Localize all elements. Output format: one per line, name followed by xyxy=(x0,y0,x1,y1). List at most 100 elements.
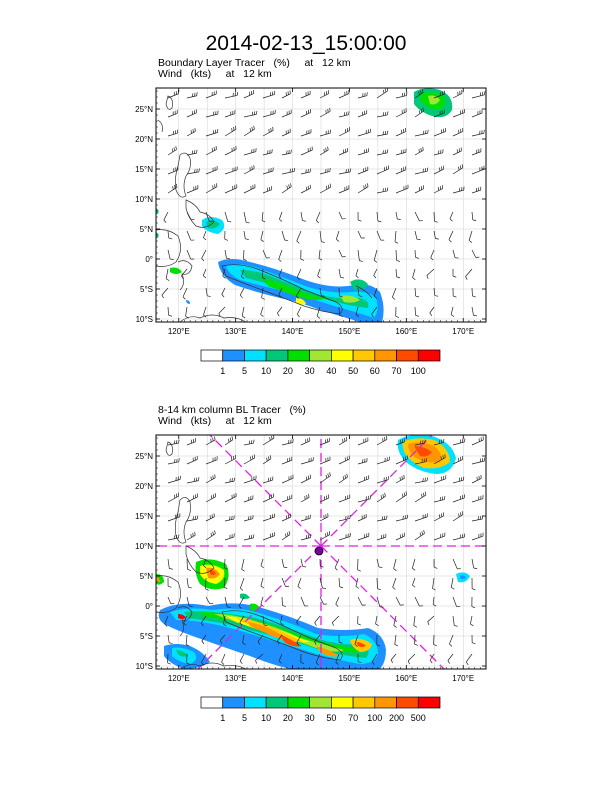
wind-barb-flag xyxy=(355,275,359,279)
wind-barb xyxy=(281,152,291,156)
wind-barb xyxy=(412,268,416,278)
wind-barb xyxy=(167,230,170,239)
wind-barb xyxy=(338,577,341,587)
wind-barb xyxy=(316,306,321,317)
wind-barb-flag xyxy=(418,148,420,153)
wind-barb-flag xyxy=(300,258,305,261)
wind-barb-flag xyxy=(253,111,256,115)
wind-barb-flag xyxy=(305,169,307,174)
wind-barb xyxy=(300,171,311,175)
wind-barb xyxy=(221,653,226,663)
wind-barb xyxy=(300,211,303,221)
wind-barb xyxy=(241,558,245,570)
wind-barb-flag xyxy=(329,472,331,476)
lat-label: 5°N xyxy=(140,225,154,234)
wind-barb-flag xyxy=(283,566,288,568)
wind-barb-flag xyxy=(203,565,207,569)
colorbar-label: 50 xyxy=(326,713,336,723)
wind-barb-flag xyxy=(339,315,343,317)
wind-barb-flag xyxy=(173,535,175,539)
wind-barb xyxy=(395,268,397,277)
wind-barb-flag xyxy=(172,186,174,190)
lat-label: 0° xyxy=(145,602,153,611)
wind-barb-flag xyxy=(229,478,231,483)
wind-barb xyxy=(394,634,397,645)
wind-barb-flag xyxy=(306,494,308,499)
colorbar-label: 60 xyxy=(370,366,380,376)
wind-barb-flag xyxy=(373,295,377,299)
wind-barb xyxy=(390,653,397,661)
wind-barb xyxy=(354,634,359,645)
wind-barb-flag xyxy=(357,661,362,664)
wind-barb xyxy=(262,458,272,465)
wind-barb-flag xyxy=(214,530,216,534)
wind-barb xyxy=(262,152,272,156)
wind-barb xyxy=(183,615,188,624)
wind-barb xyxy=(373,287,378,297)
wind-barb-flag xyxy=(296,642,300,646)
wind-barb xyxy=(376,496,386,503)
colorbar-label: 1 xyxy=(220,713,225,723)
wind-barb xyxy=(373,249,378,261)
wind-barb-flag xyxy=(221,294,225,298)
wind-barb-flag xyxy=(386,435,388,440)
wind-barb-flag xyxy=(477,516,479,520)
colorbar-swatch xyxy=(222,349,245,362)
wind-barb-flag xyxy=(459,165,462,169)
wind-barb-flag xyxy=(373,275,377,279)
lon-label: 120°E xyxy=(168,327,190,336)
wind-barb-flag xyxy=(314,641,317,645)
wind-barb xyxy=(205,596,210,604)
lat-label: 25°N xyxy=(135,452,153,461)
wind-barb-flag xyxy=(425,458,428,462)
wind-barb-flag xyxy=(413,625,418,628)
wind-barb-flag xyxy=(344,474,347,479)
wind-barb xyxy=(241,268,245,277)
wind-barb-flag xyxy=(186,644,190,647)
wind-barb xyxy=(186,518,198,522)
wind-barb-flag xyxy=(194,515,197,520)
wind-barb-flag xyxy=(375,623,379,626)
wind-barb-flag xyxy=(460,512,462,516)
wind-barb xyxy=(186,152,197,156)
wind-barb xyxy=(201,249,207,259)
wind-barb-flag xyxy=(393,625,397,628)
colorbar-swatch xyxy=(309,349,332,362)
colorbar-swatch xyxy=(200,696,224,709)
wind-barb xyxy=(262,170,274,175)
wind-barb-flag xyxy=(255,660,257,664)
wind-barb xyxy=(319,230,322,242)
wind-barb-flag xyxy=(302,220,306,222)
wind-barb xyxy=(319,287,322,296)
colorbar-label: 30 xyxy=(305,366,315,376)
wind-barb-flag xyxy=(421,531,424,535)
wind-barb xyxy=(300,537,311,541)
wind-barb xyxy=(319,459,331,465)
wind-barb xyxy=(355,306,359,315)
wind-barb-flag xyxy=(419,532,422,537)
panel1-gridlines xyxy=(156,88,486,322)
wind-barb xyxy=(281,93,291,99)
lat-label: 0° xyxy=(145,255,153,264)
wind-barb xyxy=(223,615,226,625)
wind-barb xyxy=(371,653,378,663)
wind-barb xyxy=(165,268,169,279)
wind-barb-flag xyxy=(384,88,387,93)
colorbar-label: 10 xyxy=(261,366,271,376)
wind-barb-flag xyxy=(286,150,288,155)
wind-barb-flag xyxy=(261,297,265,300)
wind-barb-flag xyxy=(278,660,282,664)
wind-barb-flag xyxy=(251,111,254,116)
lon-label: 160°E xyxy=(395,674,417,683)
wind-barb-flag xyxy=(291,168,293,172)
wind-barb xyxy=(357,95,367,99)
wind-barb-flag xyxy=(335,603,339,607)
wind-barb-flag xyxy=(261,220,266,223)
wind-barb xyxy=(205,477,216,484)
wind-barb-flag xyxy=(349,168,352,172)
colorbar-swatch xyxy=(265,696,289,709)
wind-barb-flag xyxy=(300,662,305,664)
wind-barb xyxy=(471,306,474,316)
wind-barb xyxy=(238,596,245,606)
colorbar-swatch xyxy=(396,349,419,362)
